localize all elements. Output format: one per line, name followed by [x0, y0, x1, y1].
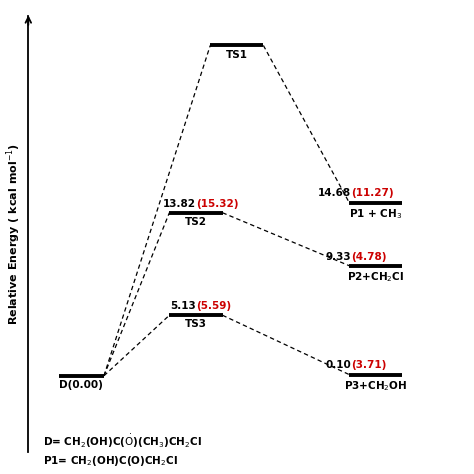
Text: (11.27): (11.27): [351, 189, 394, 199]
Text: TS2: TS2: [185, 217, 207, 227]
Y-axis label: Relative Energy ( kcal mol$^{-1}$): Relative Energy ( kcal mol$^{-1}$): [4, 143, 23, 325]
Text: D(0.00): D(0.00): [59, 380, 103, 390]
Text: 13.82: 13.82: [163, 199, 196, 209]
Text: D= CH$_2$(OH)C($\dot{\rm O}$)(CH$_3$)CH$_2$Cl: D= CH$_2$(OH)C($\dot{\rm O}$)(CH$_3$)CH$…: [43, 432, 201, 450]
Text: P3+CH$_2$OH: P3+CH$_2$OH: [344, 379, 408, 392]
Text: 5.13: 5.13: [170, 301, 196, 311]
Text: (15.32): (15.32): [196, 199, 238, 209]
Text: TS3: TS3: [185, 319, 207, 329]
Text: TS1: TS1: [226, 50, 248, 60]
Text: (5.59): (5.59): [196, 301, 231, 311]
Text: (3.71): (3.71): [351, 360, 387, 371]
Text: 0.10: 0.10: [326, 360, 351, 371]
Text: (4.78): (4.78): [351, 252, 387, 262]
Text: P2+CH$_2$Cl: P2+CH$_2$Cl: [347, 270, 404, 283]
Text: 9.33: 9.33: [326, 252, 351, 262]
Text: 14.68: 14.68: [318, 189, 351, 199]
Text: P1 + CH$_3$: P1 + CH$_3$: [349, 207, 402, 220]
Text: P1= CH$_2$(OH)C(O)CH$_2$Cl: P1= CH$_2$(OH)C(O)CH$_2$Cl: [43, 454, 178, 468]
